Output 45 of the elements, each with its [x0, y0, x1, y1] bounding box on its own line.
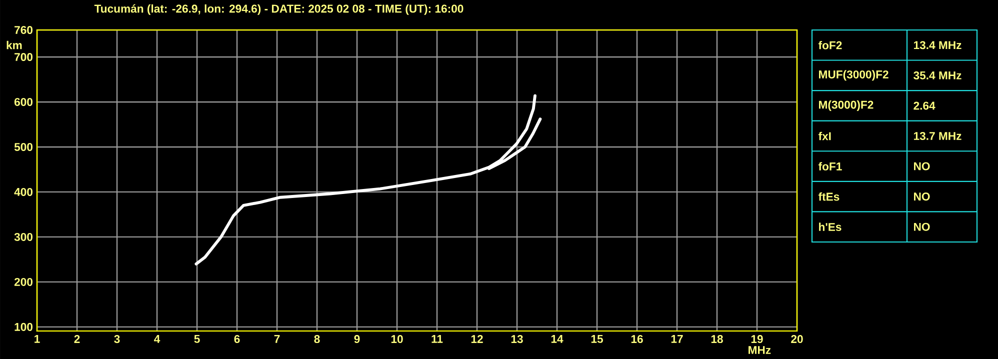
x-tick-label: 19 [751, 335, 763, 344]
text: NO [914, 162, 930, 170]
text: fxI [818, 132, 831, 140]
y-tick-label: 400 [14, 188, 32, 196]
y-tick-label: 700 [14, 52, 32, 61]
y-tick-label: 500 [14, 142, 32, 151]
text: NO [914, 192, 930, 201]
x-tick-label: 15 [591, 335, 603, 343]
chart-title: Tucumán (lat: -26.9, lon: 294.6) - DATE: 2025 02 08 - TIME (UT): 16:00 [94, 4, 464, 15]
x-tick-label: 6 [234, 335, 240, 344]
y-tick-label: 200 [14, 278, 32, 286]
text: 2.64 [914, 102, 936, 110]
y-tick-label: 300 [14, 232, 32, 241]
x-axis-title: MHz [748, 346, 771, 354]
x-tick-label: 17 [671, 335, 683, 343]
text: foF1 [818, 162, 842, 170]
x-tick-label: 1 [34, 335, 40, 343]
text: NO [914, 222, 930, 231]
x-tick-label: 14 [551, 335, 564, 343]
x-tick-label: 13 [511, 335, 523, 344]
x-tick-label: 7 [274, 335, 280, 343]
x-tick-label: 18 [711, 335, 723, 344]
x-tick-label: 8 [314, 335, 320, 344]
text: ftEs [818, 192, 840, 201]
text: 13.7 MHz [914, 132, 962, 140]
x-tick-label: 4 [154, 335, 160, 343]
text: MUF(3000)F2 [819, 70, 888, 81]
text: 35.4 MHz [914, 71, 962, 80]
text: M(3000)F2 [819, 100, 874, 111]
x-tick-label: 11 [432, 335, 443, 343]
y-tick-label: 760 [14, 26, 32, 34]
x-tick-label: 3 [114, 335, 120, 344]
x-tick-label: 20 [791, 335, 803, 344]
x-tick-label: 9 [354, 335, 360, 344]
x-tick-label: 2 [74, 335, 80, 343]
y-tick-label: 100 [14, 322, 32, 331]
text: 13.4 MHz [914, 41, 962, 50]
text: foF2 [818, 40, 842, 50]
x-tick-label: 5 [194, 335, 200, 343]
x-tick-label: 12 [471, 335, 483, 343]
x-tick-label: 16 [631, 335, 643, 344]
y-tick-label: 600 [14, 98, 32, 106]
x-tick-label: 10 [391, 335, 403, 344]
y-axis-title: km [6, 40, 22, 50]
text: h'Es [819, 222, 842, 231]
